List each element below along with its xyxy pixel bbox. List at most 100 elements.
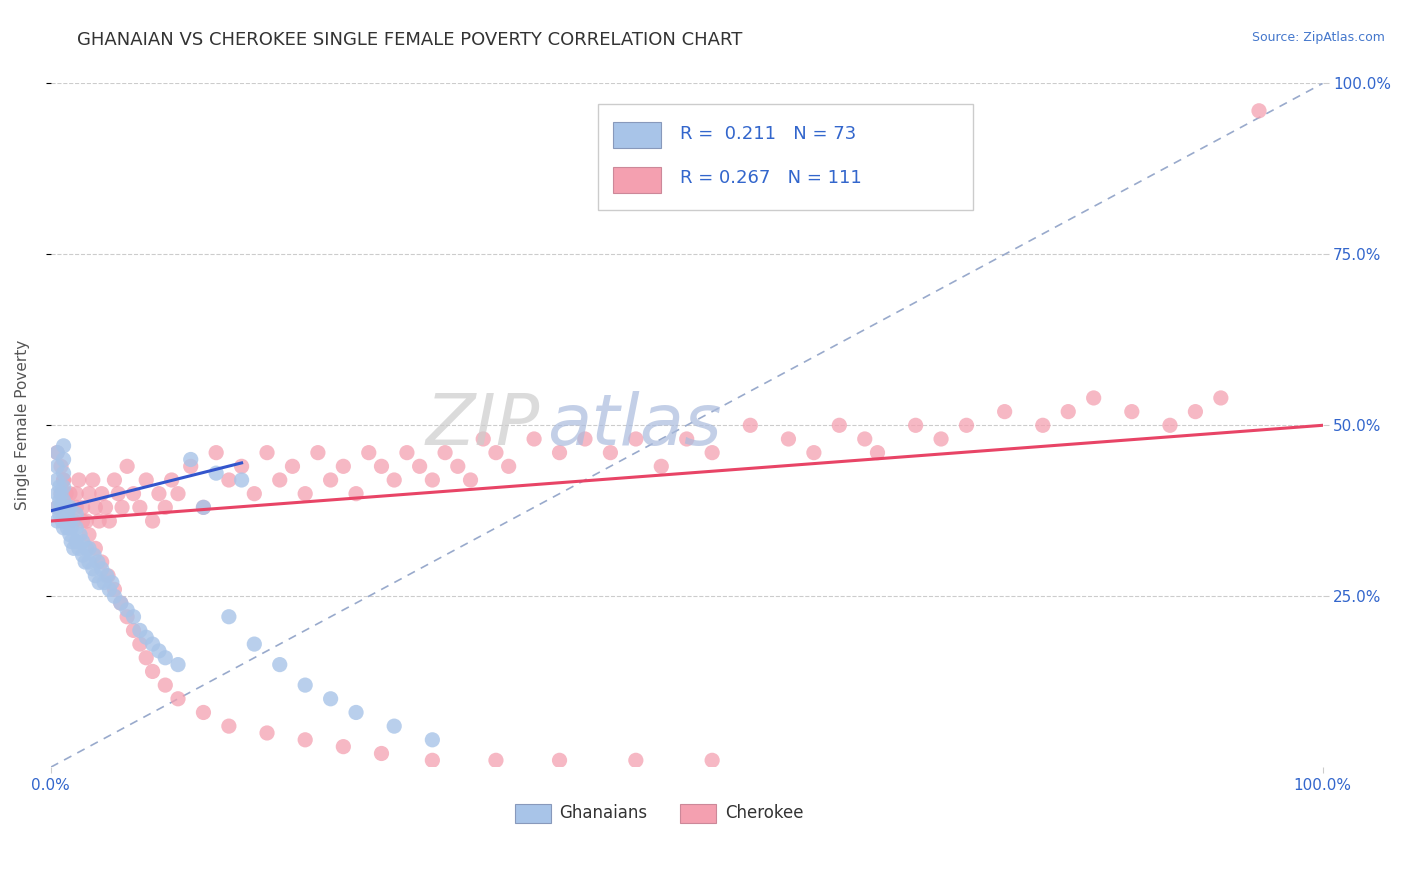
Text: R =  0.211   N = 73: R = 0.211 N = 73: [681, 125, 856, 143]
Point: [357, 445, 380, 459]
Point: [294, 678, 316, 692]
Point: [307, 445, 329, 459]
Point: [148, 486, 170, 500]
FancyBboxPatch shape: [613, 167, 661, 193]
Point: [142, 665, 165, 679]
Point: [929, 432, 952, 446]
Point: [853, 432, 876, 446]
Point: [59, 486, 82, 500]
Point: [59, 514, 82, 528]
Point: [193, 706, 215, 720]
Point: [231, 459, 253, 474]
Point: [60, 534, 83, 549]
Text: GHANAIAN VS CHEROKEE SINGLE FEMALE POVERTY CORRELATION CHART: GHANAIAN VS CHEROKEE SINGLE FEMALE POVER…: [77, 31, 742, 49]
Point: [122, 624, 145, 638]
Point: [56, 521, 79, 535]
Point: [148, 644, 170, 658]
Point: [1057, 404, 1080, 418]
Y-axis label: Single Female Poverty: Single Female Poverty: [15, 340, 30, 510]
Point: [65, 500, 87, 515]
Point: [205, 445, 228, 459]
Point: [1032, 418, 1054, 433]
Point: [101, 575, 124, 590]
Point: [65, 521, 87, 535]
Text: Source: ZipAtlas.com: Source: ZipAtlas.com: [1251, 31, 1385, 45]
Point: [72, 548, 94, 562]
Point: [523, 432, 546, 446]
Point: [281, 459, 304, 474]
Point: [72, 500, 94, 515]
Point: [77, 486, 100, 500]
Point: [72, 534, 94, 549]
Point: [243, 637, 266, 651]
Point: [82, 473, 104, 487]
Point: [52, 466, 75, 480]
Point: [110, 596, 132, 610]
Point: [110, 596, 132, 610]
Point: [98, 514, 121, 528]
Point: [408, 459, 430, 474]
Point: [72, 514, 94, 528]
Point: [69, 527, 91, 541]
Point: [90, 486, 112, 500]
Point: [111, 500, 134, 515]
Point: [46, 445, 69, 459]
Point: [332, 459, 354, 474]
Text: atlas: atlas: [547, 391, 721, 459]
Point: [96, 568, 118, 582]
Point: [46, 500, 69, 515]
Point: [56, 507, 79, 521]
Point: [48, 507, 70, 521]
Point: [803, 445, 825, 459]
Point: [128, 500, 150, 515]
Point: [128, 637, 150, 651]
Point: [128, 624, 150, 638]
Point: [155, 650, 177, 665]
Point: [1209, 391, 1232, 405]
Point: [55, 486, 77, 500]
Point: [422, 473, 444, 487]
Point: [51, 514, 73, 528]
Text: Cherokee: Cherokee: [725, 804, 803, 822]
Point: [89, 514, 111, 528]
Point: [93, 575, 115, 590]
Point: [155, 500, 177, 515]
Point: [52, 521, 75, 535]
Point: [193, 500, 215, 515]
Point: [866, 445, 889, 459]
Point: [46, 445, 69, 459]
Point: [115, 609, 138, 624]
Point: [60, 521, 83, 535]
Point: [107, 486, 129, 500]
Point: [955, 418, 977, 433]
Point: [77, 555, 100, 569]
Point: [180, 452, 202, 467]
Point: [460, 473, 482, 487]
Point: [135, 473, 157, 487]
Point: [90, 562, 112, 576]
Point: [48, 480, 70, 494]
Point: [65, 507, 87, 521]
Point: [55, 500, 77, 515]
Point: [83, 548, 105, 562]
Point: [231, 473, 253, 487]
Point: [256, 726, 278, 740]
Point: [52, 473, 75, 487]
Point: [344, 486, 367, 500]
Point: [702, 445, 724, 459]
Point: [103, 473, 125, 487]
Point: [122, 486, 145, 500]
Point: [624, 753, 647, 767]
Point: [51, 500, 73, 515]
Point: [624, 432, 647, 446]
Point: [294, 486, 316, 500]
Point: [65, 534, 87, 549]
Point: [52, 439, 75, 453]
Point: [49, 500, 72, 515]
Point: [422, 753, 444, 767]
Point: [218, 719, 240, 733]
Point: [84, 541, 107, 556]
Point: [344, 706, 367, 720]
Point: [52, 452, 75, 467]
Point: [59, 500, 82, 515]
